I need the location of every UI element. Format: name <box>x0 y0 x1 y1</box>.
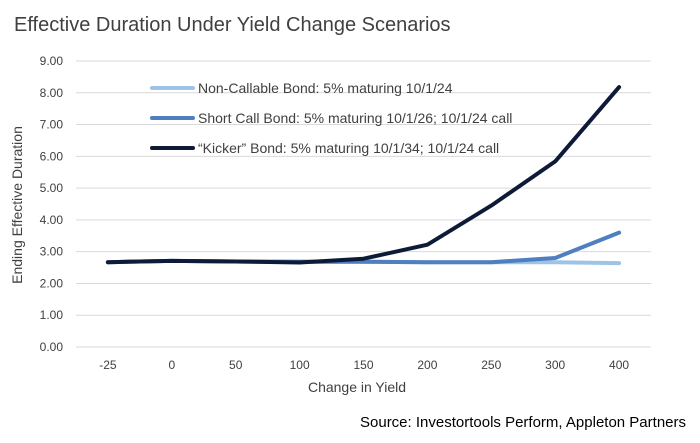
gridlines <box>76 60 651 348</box>
y-tick-label: 7.00 <box>40 118 64 132</box>
legend-label-1: Non-Callable Bond: 5% maturing 10/1/24 <box>198 80 453 96</box>
y-tick-label: 4.00 <box>40 213 64 227</box>
x-tick-label: 0 <box>168 358 175 372</box>
legend-label-3: “Kicker” Bond: 5% maturing 10/1/34; 10/1… <box>198 140 499 156</box>
legend-label-2: Short Call Bond: 5% maturing 10/1/26; 10… <box>198 110 512 126</box>
chart-title: Effective Duration Under Yield Change Sc… <box>14 14 451 36</box>
x-axis-title: Change in Yield <box>308 379 406 395</box>
y-tick-labels: 0.00 1.00 2.00 3.00 4.00 5.00 6.00 7.00 8.00 9.00 <box>40 54 64 354</box>
x-tick-label: 200 <box>417 358 437 372</box>
x-tick-label: 250 <box>481 358 501 372</box>
source-note: Source: Investortools Perform, Appleton … <box>360 414 686 431</box>
y-tick-label: 8.00 <box>40 86 64 100</box>
series-lines <box>105 85 622 266</box>
x-tick-label: 400 <box>609 358 629 372</box>
legend: Non-Callable Bond: 5% maturing 10/1/24 Sh… <box>150 80 512 156</box>
x-tick-labels: -25 0 50 100 150 200 250 300 400 <box>99 358 629 372</box>
y-axis-title: Ending Effective Duration <box>9 126 25 284</box>
x-tick-label: 50 <box>229 358 243 372</box>
x-tick-label: 100 <box>290 358 310 372</box>
y-tick-label: 9.00 <box>40 54 64 68</box>
x-tick-label: 150 <box>353 358 373 372</box>
x-tick-label: 300 <box>545 358 565 372</box>
y-tick-label: 1.00 <box>40 308 64 322</box>
y-tick-label: 6.00 <box>40 149 64 163</box>
y-tick-label: 0.00 <box>40 340 64 354</box>
y-tick-label: 5.00 <box>40 181 64 195</box>
y-tick-label: 2.00 <box>40 276 64 290</box>
x-tick-label: -25 <box>99 358 117 372</box>
series-line-3 <box>105 85 622 265</box>
y-tick-label: 3.00 <box>40 245 64 259</box>
